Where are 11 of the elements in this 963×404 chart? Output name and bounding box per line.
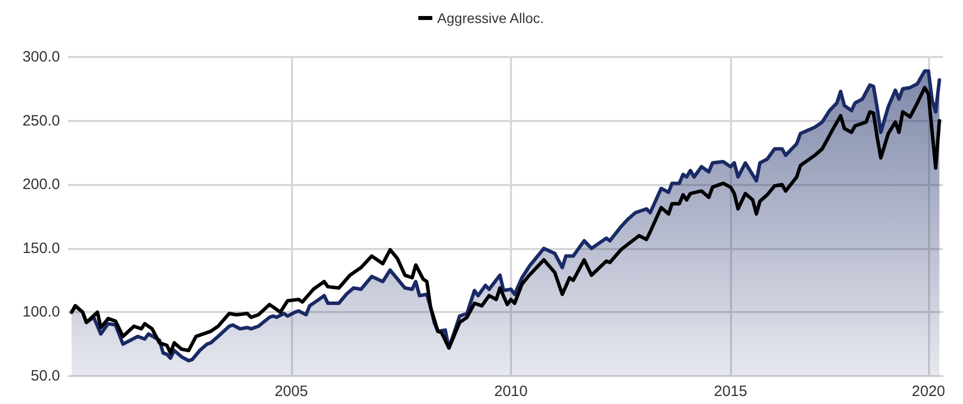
legend-label: Aggressive Alloc. bbox=[437, 10, 544, 26]
x-tick-label: 2005 bbox=[274, 383, 308, 400]
x-tick-label: 2020 bbox=[912, 383, 946, 400]
y-tick-label: 300.0 bbox=[22, 48, 60, 66]
x-tick-label: 2015 bbox=[714, 383, 748, 400]
x-tick-label: 2010 bbox=[494, 383, 528, 400]
y-tick-label: 150.0 bbox=[22, 240, 60, 257]
y-tick-label: 200.0 bbox=[22, 176, 60, 194]
y-tick-label: 100.0 bbox=[22, 304, 60, 321]
y-tick-label: 50.0 bbox=[30, 368, 60, 384]
y-tick-label: 250.0 bbox=[22, 112, 60, 130]
